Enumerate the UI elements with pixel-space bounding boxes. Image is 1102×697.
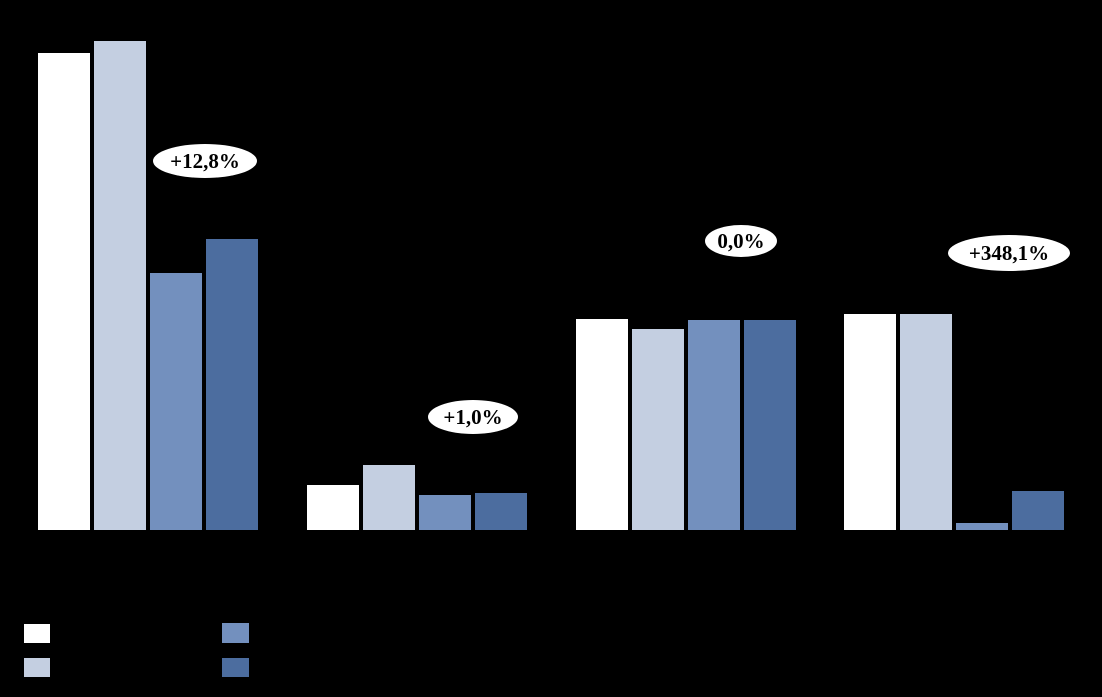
bar-group-3-series-3-medium-blue — [687, 319, 741, 531]
annotation-oval-1: +12,8% — [153, 144, 257, 178]
annotation-oval-3: 0,0% — [705, 225, 777, 257]
annotation-label: +12,8% — [170, 148, 240, 173]
bar-group-2-series-3-medium-blue — [418, 494, 472, 531]
bar-group-2-series-1-white — [306, 484, 360, 531]
bar-group-4-series-4-dark-blue — [1011, 490, 1065, 531]
bar-group-3-series-4-dark-blue — [743, 319, 797, 531]
legend-swatch-medium-blue — [221, 622, 250, 644]
bar-group-2-series-4-dark-blue — [474, 492, 528, 531]
bar-group-1-series-1-white — [37, 52, 91, 531]
annotation-label: 0,0% — [717, 228, 765, 253]
bar-group-1-series-4-dark-blue — [205, 238, 259, 531]
annotation-oval-4: +348,1% — [948, 235, 1070, 271]
legend-swatch-white — [23, 623, 51, 644]
legend-swatch-dark-blue — [221, 657, 250, 678]
bar-group-3-series-1-white — [575, 318, 629, 531]
bar-group-3-series-2-light-blue — [631, 328, 685, 531]
annotation-oval-2: +1,0% — [428, 400, 518, 434]
annotation-label: +348,1% — [968, 240, 1050, 265]
bar-group-4-series-3-medium-blue — [955, 522, 1009, 531]
bar-group-4-series-1-white — [843, 313, 897, 531]
legend-swatch-light-blue — [23, 657, 51, 678]
annotation-label: +1,0% — [443, 404, 503, 429]
bar-group-1-series-2-light-blue — [93, 40, 147, 531]
bar-group-4-series-2-light-blue — [899, 313, 953, 531]
bar-group-1-series-3-medium-blue — [149, 272, 203, 531]
bar-group-2-series-2-light-blue — [362, 464, 416, 531]
